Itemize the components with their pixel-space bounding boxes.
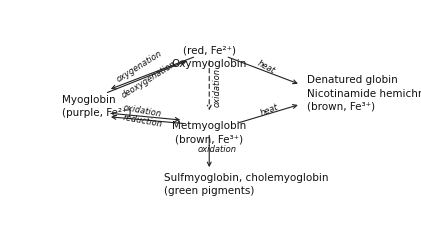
Text: oxygenation: oxygenation xyxy=(115,49,163,85)
Text: heat: heat xyxy=(256,58,277,75)
Text: Sulfmyoglobin, cholemyoglobin
(green pigments): Sulfmyoglobin, cholemyoglobin (green pig… xyxy=(164,173,328,196)
Text: reduction: reduction xyxy=(122,113,163,129)
Text: heat: heat xyxy=(259,103,280,118)
Text: oxidation: oxidation xyxy=(213,68,222,107)
Text: deoxygenation: deoxygenation xyxy=(120,59,178,100)
Text: oxidation: oxidation xyxy=(198,145,237,154)
Text: Myoglobin
(purple, Fe²⁺): Myoglobin (purple, Fe²⁺) xyxy=(62,95,132,119)
Text: oxidation: oxidation xyxy=(123,103,163,118)
Text: (red, Fe²⁺)
Oxymyoglobin: (red, Fe²⁺) Oxymyoglobin xyxy=(171,46,247,69)
Text: Denatured globin
Nicotinamide hemichrome
(brown, Fe³⁺): Denatured globin Nicotinamide hemichrome… xyxy=(307,75,421,112)
Text: Metmyoglobin
(brown, Fe³⁺): Metmyoglobin (brown, Fe³⁺) xyxy=(172,121,246,144)
